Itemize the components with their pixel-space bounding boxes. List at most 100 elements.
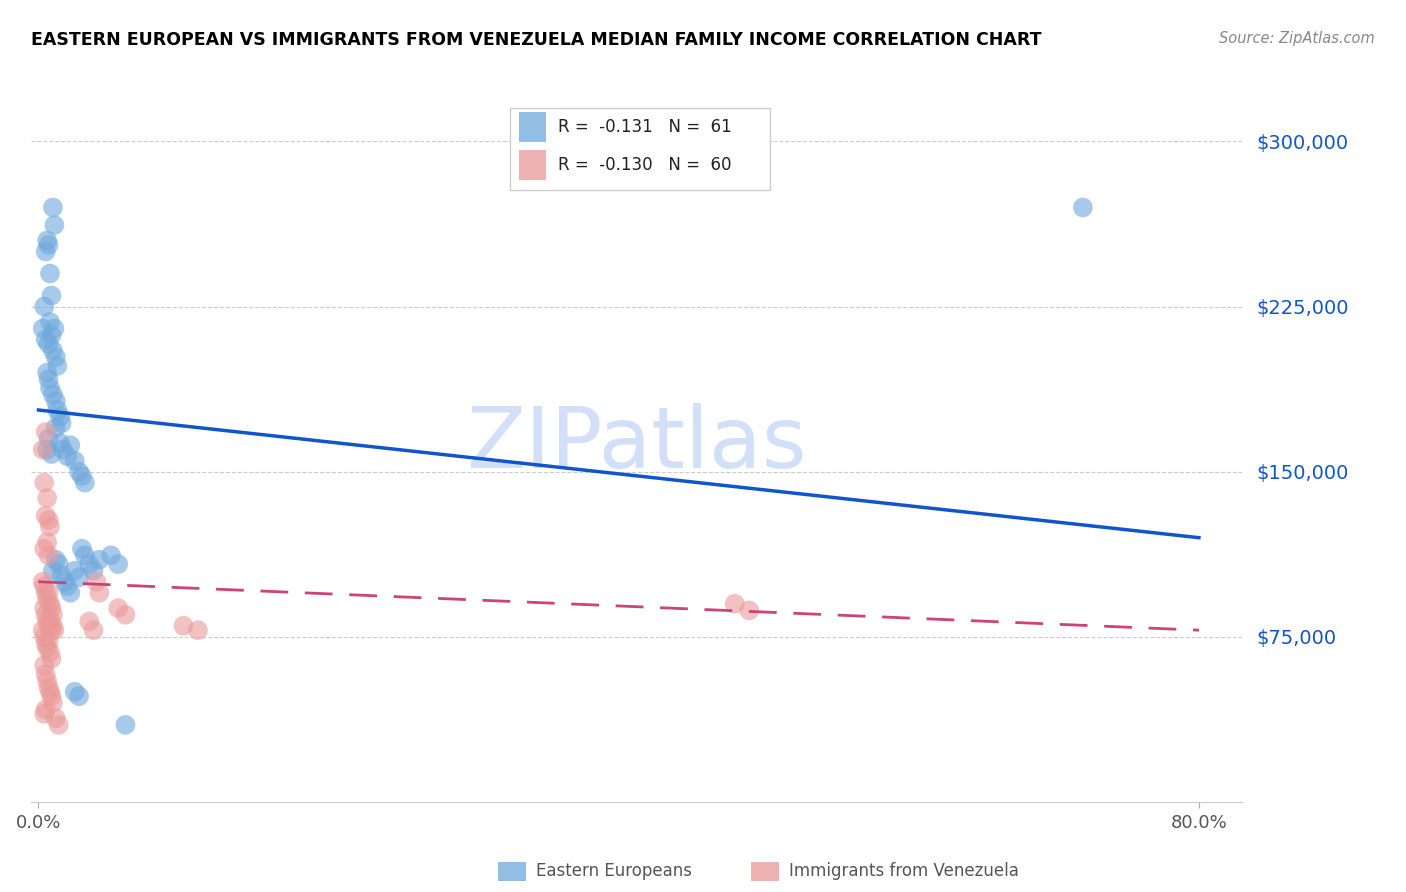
Point [83,623,105,637]
Point [32,541,55,556]
Point [38,619,60,633]
Point [41,623,63,637]
Point [39,267,62,281]
Point [52,442,75,457]
Point [37,234,59,248]
Point [41,328,63,343]
Point [32,630,55,644]
Point [34,667,56,681]
Point [37,615,59,629]
Point [38,238,60,252]
Point [45,420,67,434]
Point [56,579,79,593]
Point [34,586,56,600]
Point [32,706,55,721]
Point [67,570,90,584]
FancyBboxPatch shape [519,150,546,180]
Point [38,681,60,695]
Point [31,623,53,637]
Point [32,300,55,314]
Point [45,552,67,566]
Point [51,416,73,430]
Point [42,696,65,710]
Point [83,564,105,578]
Point [172,619,194,633]
Point [114,718,136,732]
Point [44,623,66,637]
Point [37,491,59,505]
Point [38,337,60,351]
Point [37,442,59,457]
Point [77,557,100,571]
Point [41,601,63,615]
Point [39,519,62,533]
Point [48,718,70,732]
Point [37,640,59,655]
Point [39,685,62,699]
Point [114,607,136,622]
Point [45,394,67,409]
Point [70,469,93,483]
Point [41,652,63,666]
Point [187,623,209,637]
Point [34,607,56,622]
Point [34,508,56,523]
Point [34,636,56,650]
Point [49,436,72,450]
Point [37,673,59,688]
Point [38,513,60,527]
Point [53,574,76,589]
Point [34,702,56,716]
Point [89,586,111,600]
Point [38,432,60,446]
Point [41,447,63,461]
Point [107,557,129,571]
Point [31,442,53,457]
Point [86,574,108,589]
Text: EASTERN EUROPEAN VS IMMIGRANTS FROM VENEZUELA MEDIAN FAMILY INCOME CORRELATION C: EASTERN EUROPEAN VS IMMIGRANTS FROM VENE… [31,31,1042,49]
Point [73,549,96,563]
Point [44,321,66,335]
Point [70,541,93,556]
Point [31,574,53,589]
Point [59,438,82,452]
Point [724,597,747,611]
Point [41,690,63,704]
Point [39,645,62,659]
Point [32,601,55,615]
Text: R =  -0.130   N =  60: R = -0.130 N = 60 [558,156,731,174]
Text: Source: ZipAtlas.com: Source: ZipAtlas.com [1219,31,1375,46]
Point [38,634,60,648]
Point [56,449,79,463]
Point [45,711,67,725]
Text: Immigrants from Venezuela: Immigrants from Venezuela [789,863,1018,880]
Point [77,615,100,629]
Point [38,372,60,386]
Point [31,321,53,335]
Point [41,288,63,302]
FancyBboxPatch shape [519,112,546,143]
Text: Eastern Europeans: Eastern Europeans [536,863,692,880]
Point [67,465,90,479]
Point [38,549,60,563]
Point [59,586,82,600]
Point [63,564,86,578]
Text: ZIPatlas: ZIPatlas [467,402,807,485]
Point [37,366,59,380]
Point [42,201,65,215]
Point [46,359,69,373]
FancyBboxPatch shape [509,108,770,190]
Point [39,315,62,329]
Point [63,685,86,699]
Point [42,343,65,358]
Point [39,597,62,611]
Point [63,453,86,467]
Point [48,557,70,571]
Point [32,658,55,673]
Point [42,607,65,622]
Point [45,350,67,364]
Point [32,475,55,490]
Point [34,333,56,347]
Point [42,387,65,401]
Point [1071,201,1094,215]
